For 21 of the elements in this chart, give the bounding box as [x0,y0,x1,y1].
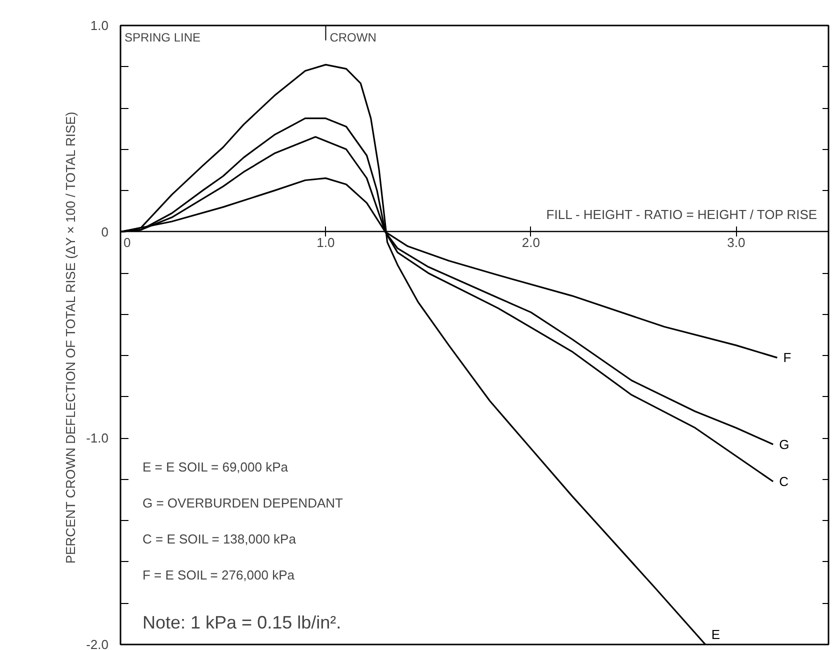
series-label: G [779,436,790,452]
series-label: E [711,627,720,642]
y-tick-label: -2.0 [86,637,109,650]
annotation: CROWN [330,30,376,44]
x-tick-label: 0 [124,234,131,250]
series-label: F [783,350,792,366]
annotation: E = E SOIL = 69,000 kPa [142,460,289,474]
annotation: Note: 1 kPa = 0.15 lb/in². [142,612,342,632]
y-axis-title: PERCENT CROWN DEFLECTION OF TOTAL RISE (ΔY × 100 / TOTAL RISE) [63,112,78,564]
y-tick-label: 1.0 [90,18,109,33]
x-tick-label: 2.0 [522,234,540,250]
x-tick-label: 1.0 [316,234,335,250]
x-axis-title: FILL - HEIGHT - RATIO = HEIGHT / TOP RISE [546,206,818,222]
annotation: SPRING LINE [124,30,201,44]
annotation: G = OVERBURDEN DEPENDANT [142,496,344,510]
x-tick-label: 3.0 [727,234,746,250]
y-tick-label: 0 [101,224,109,240]
series-label: C [779,474,788,489]
annotation: C = E SOIL = 138,000 kPa [142,532,297,546]
y-tick-label: -1.0 [86,430,109,446]
annotation: F = E SOIL = 276,000 kPa [142,568,296,582]
